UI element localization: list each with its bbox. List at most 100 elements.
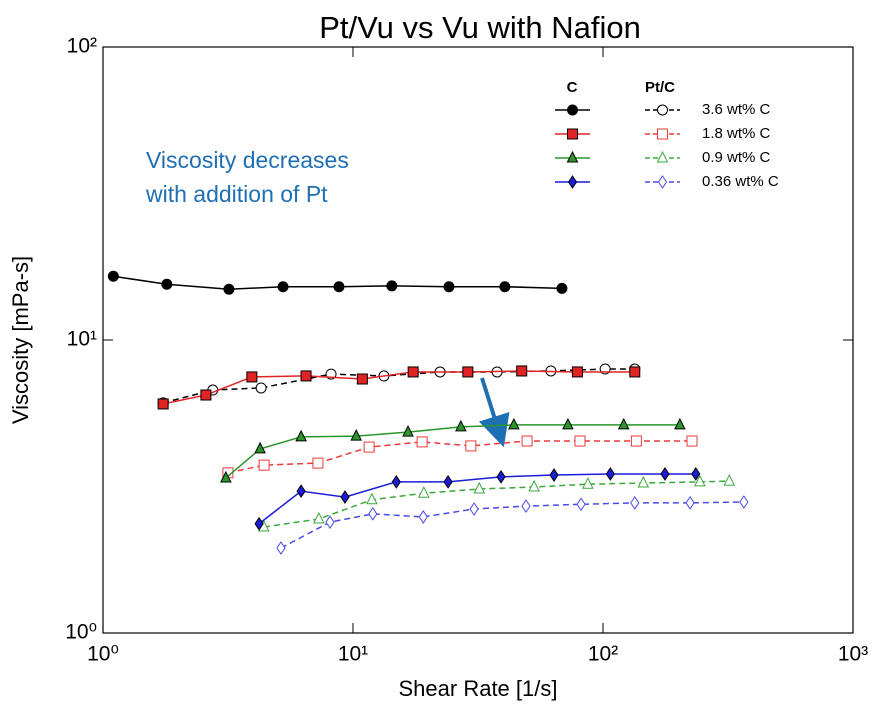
data-point	[637, 475, 650, 488]
series-line	[280, 501, 744, 549]
data-point	[368, 506, 378, 521]
series-line	[162, 370, 635, 405]
x-tick-label: 10³	[838, 643, 868, 666]
data-point	[443, 281, 455, 293]
data-point	[455, 419, 467, 432]
data-point	[521, 435, 533, 447]
legend-marker	[657, 104, 668, 116]
data-point	[391, 474, 401, 489]
data-point	[350, 428, 363, 441]
y-tick-label: 10¹	[67, 328, 97, 351]
data-point	[255, 382, 267, 394]
data-point	[161, 278, 173, 290]
annotation-text: Viscosity decreases	[146, 147, 349, 173]
x-tick-label: 10¹	[338, 643, 368, 666]
data-point	[443, 474, 453, 489]
data-point	[407, 366, 419, 378]
data-point	[723, 473, 736, 486]
data-point	[499, 281, 511, 293]
y-tick-label: 10⁰	[65, 621, 97, 644]
data-point	[366, 492, 378, 505]
legend-label: 0.36 wt% C	[702, 173, 779, 190]
data-point	[254, 441, 266, 454]
data-point	[312, 457, 324, 469]
data-point	[739, 495, 749, 509]
data-point	[576, 497, 586, 512]
legend-marker	[567, 104, 578, 116]
series-line	[227, 440, 693, 474]
data-point	[496, 470, 506, 484]
data-point	[694, 474, 706, 487]
data-point	[556, 282, 568, 294]
data-point	[674, 417, 686, 430]
data-point	[462, 366, 474, 378]
legend-marker	[567, 175, 578, 189]
legend-label: 3.6 wt% C	[702, 101, 771, 118]
data-point	[473, 481, 486, 494]
data-point	[246, 371, 258, 383]
data-point	[220, 470, 232, 483]
data-point	[296, 484, 306, 499]
data-point	[691, 467, 701, 481]
data-point	[223, 283, 235, 295]
data-point	[313, 511, 325, 524]
data-point	[254, 516, 264, 531]
data-point	[325, 515, 335, 530]
legend-marker	[566, 150, 579, 163]
data-point	[582, 477, 594, 489]
data-point	[356, 373, 368, 385]
data-point	[363, 441, 375, 453]
data-point	[629, 366, 641, 378]
legend-marker	[567, 128, 578, 140]
data-point	[686, 435, 698, 447]
data-point	[574, 435, 586, 447]
legend-label: 0.9 wt% C	[702, 149, 771, 166]
data-point	[200, 389, 212, 401]
data-point	[571, 366, 583, 378]
legend-marker	[656, 150, 669, 163]
data-point	[418, 486, 430, 498]
series-line	[263, 480, 730, 528]
data-point	[277, 281, 289, 293]
annotation-arrow	[478, 377, 510, 448]
data-point	[630, 435, 642, 447]
data-point	[340, 490, 350, 504]
data-point	[333, 281, 345, 293]
annotation-text: with addition of Pt	[145, 181, 328, 207]
data-point	[617, 417, 630, 430]
data-point	[416, 436, 428, 448]
legend-label: 1.8 wt% C	[702, 125, 771, 142]
data-point	[508, 417, 520, 430]
data-point	[386, 280, 398, 292]
data-point	[107, 270, 119, 282]
data-point	[276, 541, 286, 555]
data-point	[630, 495, 640, 510]
data-point	[258, 459, 270, 471]
chart-title: Pt/Vu vs Vu with Nafion	[319, 10, 641, 45]
series-line	[258, 473, 696, 525]
x-axis-label: Shear Rate [1/s]	[399, 676, 558, 701]
legend-marker	[657, 175, 668, 189]
data-point	[685, 495, 695, 510]
data-point	[562, 417, 574, 430]
x-tick-label: 10²	[588, 643, 618, 666]
data-point	[469, 502, 479, 516]
data-point	[300, 370, 312, 382]
data-point	[549, 468, 559, 482]
x-tick-label: 10⁰	[87, 643, 119, 666]
legend-header: C	[567, 79, 578, 96]
data-point	[402, 424, 414, 437]
data-point	[516, 365, 528, 377]
data-point	[660, 467, 670, 481]
data-point	[521, 499, 531, 514]
data-point	[157, 398, 169, 410]
legend-marker	[657, 128, 668, 140]
data-point	[465, 440, 477, 452]
data-point	[528, 479, 540, 492]
y-tick-label: 10²	[67, 35, 97, 58]
legend-header: Pt/C	[645, 79, 675, 96]
data-point	[295, 429, 307, 442]
data-point	[605, 467, 615, 481]
